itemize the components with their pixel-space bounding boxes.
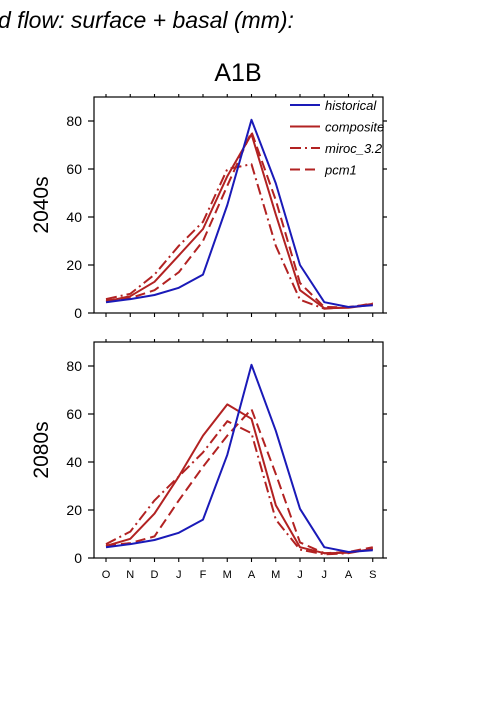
series-line-pcm1 bbox=[105, 130, 373, 309]
y-tick-label: 0 bbox=[74, 305, 82, 321]
x-tick-label: N bbox=[126, 569, 134, 581]
figure-header-text: d flow: surface + basal (mm): bbox=[0, 7, 294, 33]
series-line-historical bbox=[105, 118, 373, 308]
panel-label-2080s: 2080s bbox=[30, 421, 53, 478]
x-tick-label: O bbox=[102, 569, 111, 581]
plot-frame bbox=[93, 341, 384, 559]
panel-2080s-axes: 0 20 40 60 80 O N D J F M A M J J A S bbox=[66, 339, 387, 581]
x-tick-label: A bbox=[248, 569, 256, 581]
y-tick-label: 20 bbox=[66, 257, 82, 273]
y-tick-label: 80 bbox=[66, 358, 82, 374]
panel-2040s-series bbox=[105, 118, 373, 310]
series-line-composite bbox=[105, 403, 373, 555]
series-line-miroc-3-2 bbox=[105, 420, 373, 556]
x-tick-label: M bbox=[271, 569, 280, 581]
y-tick-label: 60 bbox=[66, 161, 82, 177]
y-tick-label: 60 bbox=[66, 406, 82, 422]
panel-2040s: 2040s 0 20 40 60 80 historical composite miroc… bbox=[30, 94, 387, 321]
series-line-historical bbox=[105, 363, 373, 553]
y-tick-label: 20 bbox=[66, 502, 82, 518]
x-tick-label: J bbox=[297, 569, 303, 581]
series-line-composite bbox=[105, 133, 373, 310]
x-tick-label: M bbox=[223, 569, 232, 581]
y-tick-label: 0 bbox=[74, 550, 82, 566]
panel-label-2040s: 2040s bbox=[30, 176, 53, 233]
x-tick-label: D bbox=[151, 569, 159, 581]
y-tick-label: 40 bbox=[66, 209, 82, 225]
x-tick-label: F bbox=[200, 569, 207, 581]
x-tick-label: J bbox=[322, 569, 328, 581]
series-line-pcm1 bbox=[105, 408, 373, 555]
scenario-title: A1B bbox=[214, 59, 261, 87]
legend-label: miroc_3.2 bbox=[325, 141, 383, 156]
panel-2080s: 2080s 0 20 40 60 80 O N D J F M A M J J A S bbox=[30, 339, 387, 581]
panel-2080s-series bbox=[105, 363, 373, 556]
y-tick-label: 80 bbox=[66, 113, 82, 129]
legend-label: composite bbox=[325, 120, 384, 135]
x-tick-label: S bbox=[369, 569, 376, 581]
legend-label: historical bbox=[325, 98, 377, 113]
panel-2040s-legend: historical composite miroc_3.2 pcm1 bbox=[290, 98, 384, 178]
legend-label: pcm1 bbox=[324, 163, 357, 178]
x-tick-label: J bbox=[176, 569, 182, 581]
y-tick-label: 40 bbox=[66, 454, 82, 470]
plot-frame bbox=[93, 96, 384, 314]
x-tick-label: A bbox=[345, 569, 353, 581]
panel-2040s-axes: 0 20 40 60 80 bbox=[66, 94, 387, 321]
